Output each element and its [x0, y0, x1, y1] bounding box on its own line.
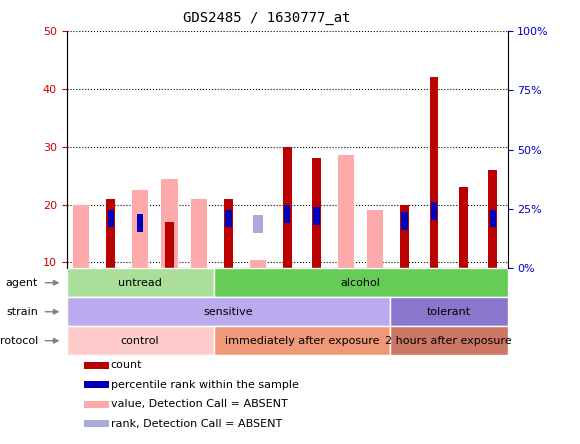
- Bar: [132, 190, 148, 268]
- Bar: [106, 199, 115, 268]
- Text: sensitive: sensitive: [204, 307, 253, 317]
- Text: agent: agent: [6, 278, 38, 288]
- Bar: [249, 260, 266, 268]
- Bar: [252, 215, 263, 233]
- Bar: [107, 210, 114, 227]
- Bar: [67, 326, 213, 355]
- Bar: [191, 199, 207, 268]
- Bar: [73, 205, 89, 268]
- Text: immediately after exposure: immediately after exposure: [224, 336, 379, 346]
- Bar: [67, 297, 390, 326]
- Text: protocol: protocol: [0, 336, 38, 346]
- Text: percentile rank within the sample: percentile rank within the sample: [111, 380, 299, 390]
- Bar: [490, 210, 496, 227]
- Text: control: control: [121, 336, 160, 346]
- Bar: [224, 199, 233, 268]
- Bar: [84, 420, 108, 427]
- Bar: [312, 159, 321, 268]
- Bar: [213, 326, 390, 355]
- Bar: [67, 268, 213, 297]
- Bar: [84, 401, 108, 408]
- Bar: [338, 155, 354, 268]
- Text: strain: strain: [6, 307, 38, 317]
- Bar: [367, 210, 383, 268]
- Bar: [488, 170, 497, 268]
- Bar: [161, 178, 177, 268]
- Text: untread: untread: [118, 278, 162, 288]
- Bar: [284, 205, 291, 222]
- Bar: [213, 268, 508, 297]
- Text: tolerant: tolerant: [427, 307, 471, 317]
- Bar: [84, 381, 108, 388]
- Text: count: count: [111, 361, 142, 370]
- Bar: [282, 147, 292, 268]
- Bar: [225, 210, 231, 227]
- Bar: [459, 187, 468, 268]
- Bar: [401, 212, 408, 230]
- Text: value, Detection Call = ABSENT: value, Detection Call = ABSENT: [111, 399, 288, 409]
- Bar: [390, 297, 508, 326]
- Bar: [431, 202, 437, 220]
- Bar: [390, 326, 508, 355]
- Bar: [84, 362, 108, 369]
- Bar: [430, 77, 438, 268]
- Text: alcohol: alcohol: [340, 278, 380, 288]
- Text: rank, Detection Call = ABSENT: rank, Detection Call = ABSENT: [111, 419, 282, 428]
- Bar: [165, 222, 174, 268]
- Text: 2 hours after exposure: 2 hours after exposure: [386, 336, 512, 346]
- Text: GDS2485 / 1630777_at: GDS2485 / 1630777_at: [183, 11, 350, 25]
- Bar: [137, 214, 143, 232]
- Bar: [400, 205, 409, 268]
- Bar: [313, 207, 320, 225]
